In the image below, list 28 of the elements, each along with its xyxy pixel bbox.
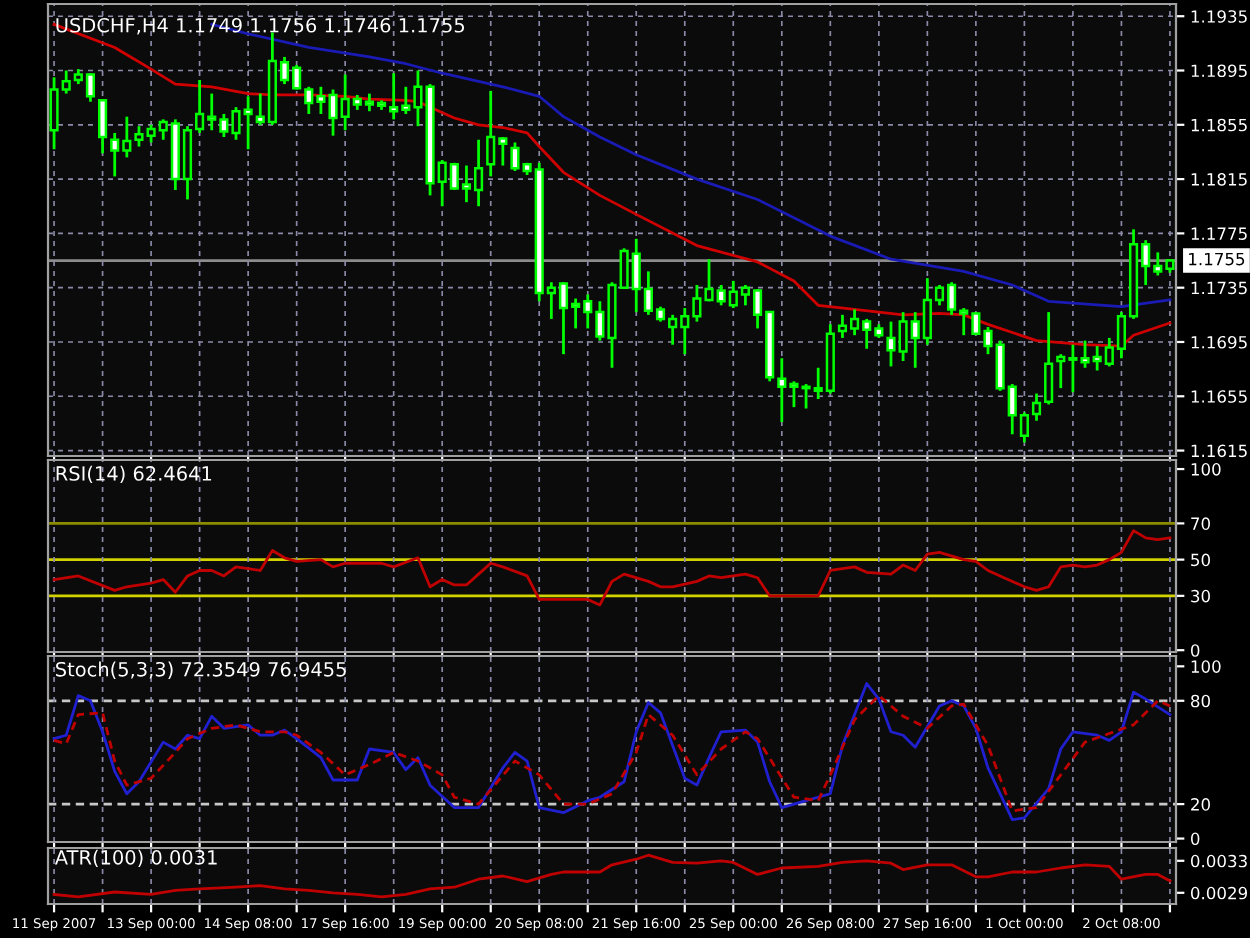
- y-tick-label: 20: [1191, 798, 1210, 811]
- y-tick-label: 1.1735: [1191, 281, 1247, 295]
- y-tick-label: 1.1855: [1191, 118, 1247, 132]
- y-tick-label: 1.1895: [1191, 64, 1247, 78]
- chart-title: Stoch(5,3,3) 72.3549 76.9455: [56, 661, 346, 679]
- y-tick-label: 1.1695: [1191, 335, 1247, 349]
- ref-line-label: 1.1755: [1189, 252, 1245, 266]
- candlestick: [98, 98, 108, 155]
- chart-title: ATR(100) 0.0031: [54, 849, 217, 868]
- y-tick-label: 1.1615: [1191, 444, 1247, 458]
- line-series: [52, 853, 1172, 899]
- y-tick-label: 100: [1191, 463, 1221, 476]
- y-tick-label: 0.0033: [1190, 854, 1247, 868]
- y-tick-label: 100: [1191, 660, 1221, 673]
- y-tick-label: 30: [1191, 589, 1210, 603]
- y-tick-label: 1.1935: [1191, 10, 1247, 23]
- line-series: [52, 529, 1172, 607]
- y-tick-label: 0: [1190, 832, 1200, 846]
- y-tick-label: 50: [1191, 553, 1210, 567]
- y-tick-label: 1.1775: [1191, 227, 1247, 240]
- y-tick-label: 1.1655: [1191, 390, 1247, 403]
- y-tick-label: 0.0029: [1190, 886, 1248, 900]
- line-series: [52, 22, 1172, 348]
- y-tick-label: 80: [1191, 694, 1210, 708]
- chart-title: RSI(14) 62.4641: [56, 465, 212, 484]
- y-tick-label: 1.1815: [1191, 173, 1247, 186]
- y-tick-label: 70: [1191, 517, 1210, 530]
- y-tick-label: 0: [1190, 644, 1200, 657]
